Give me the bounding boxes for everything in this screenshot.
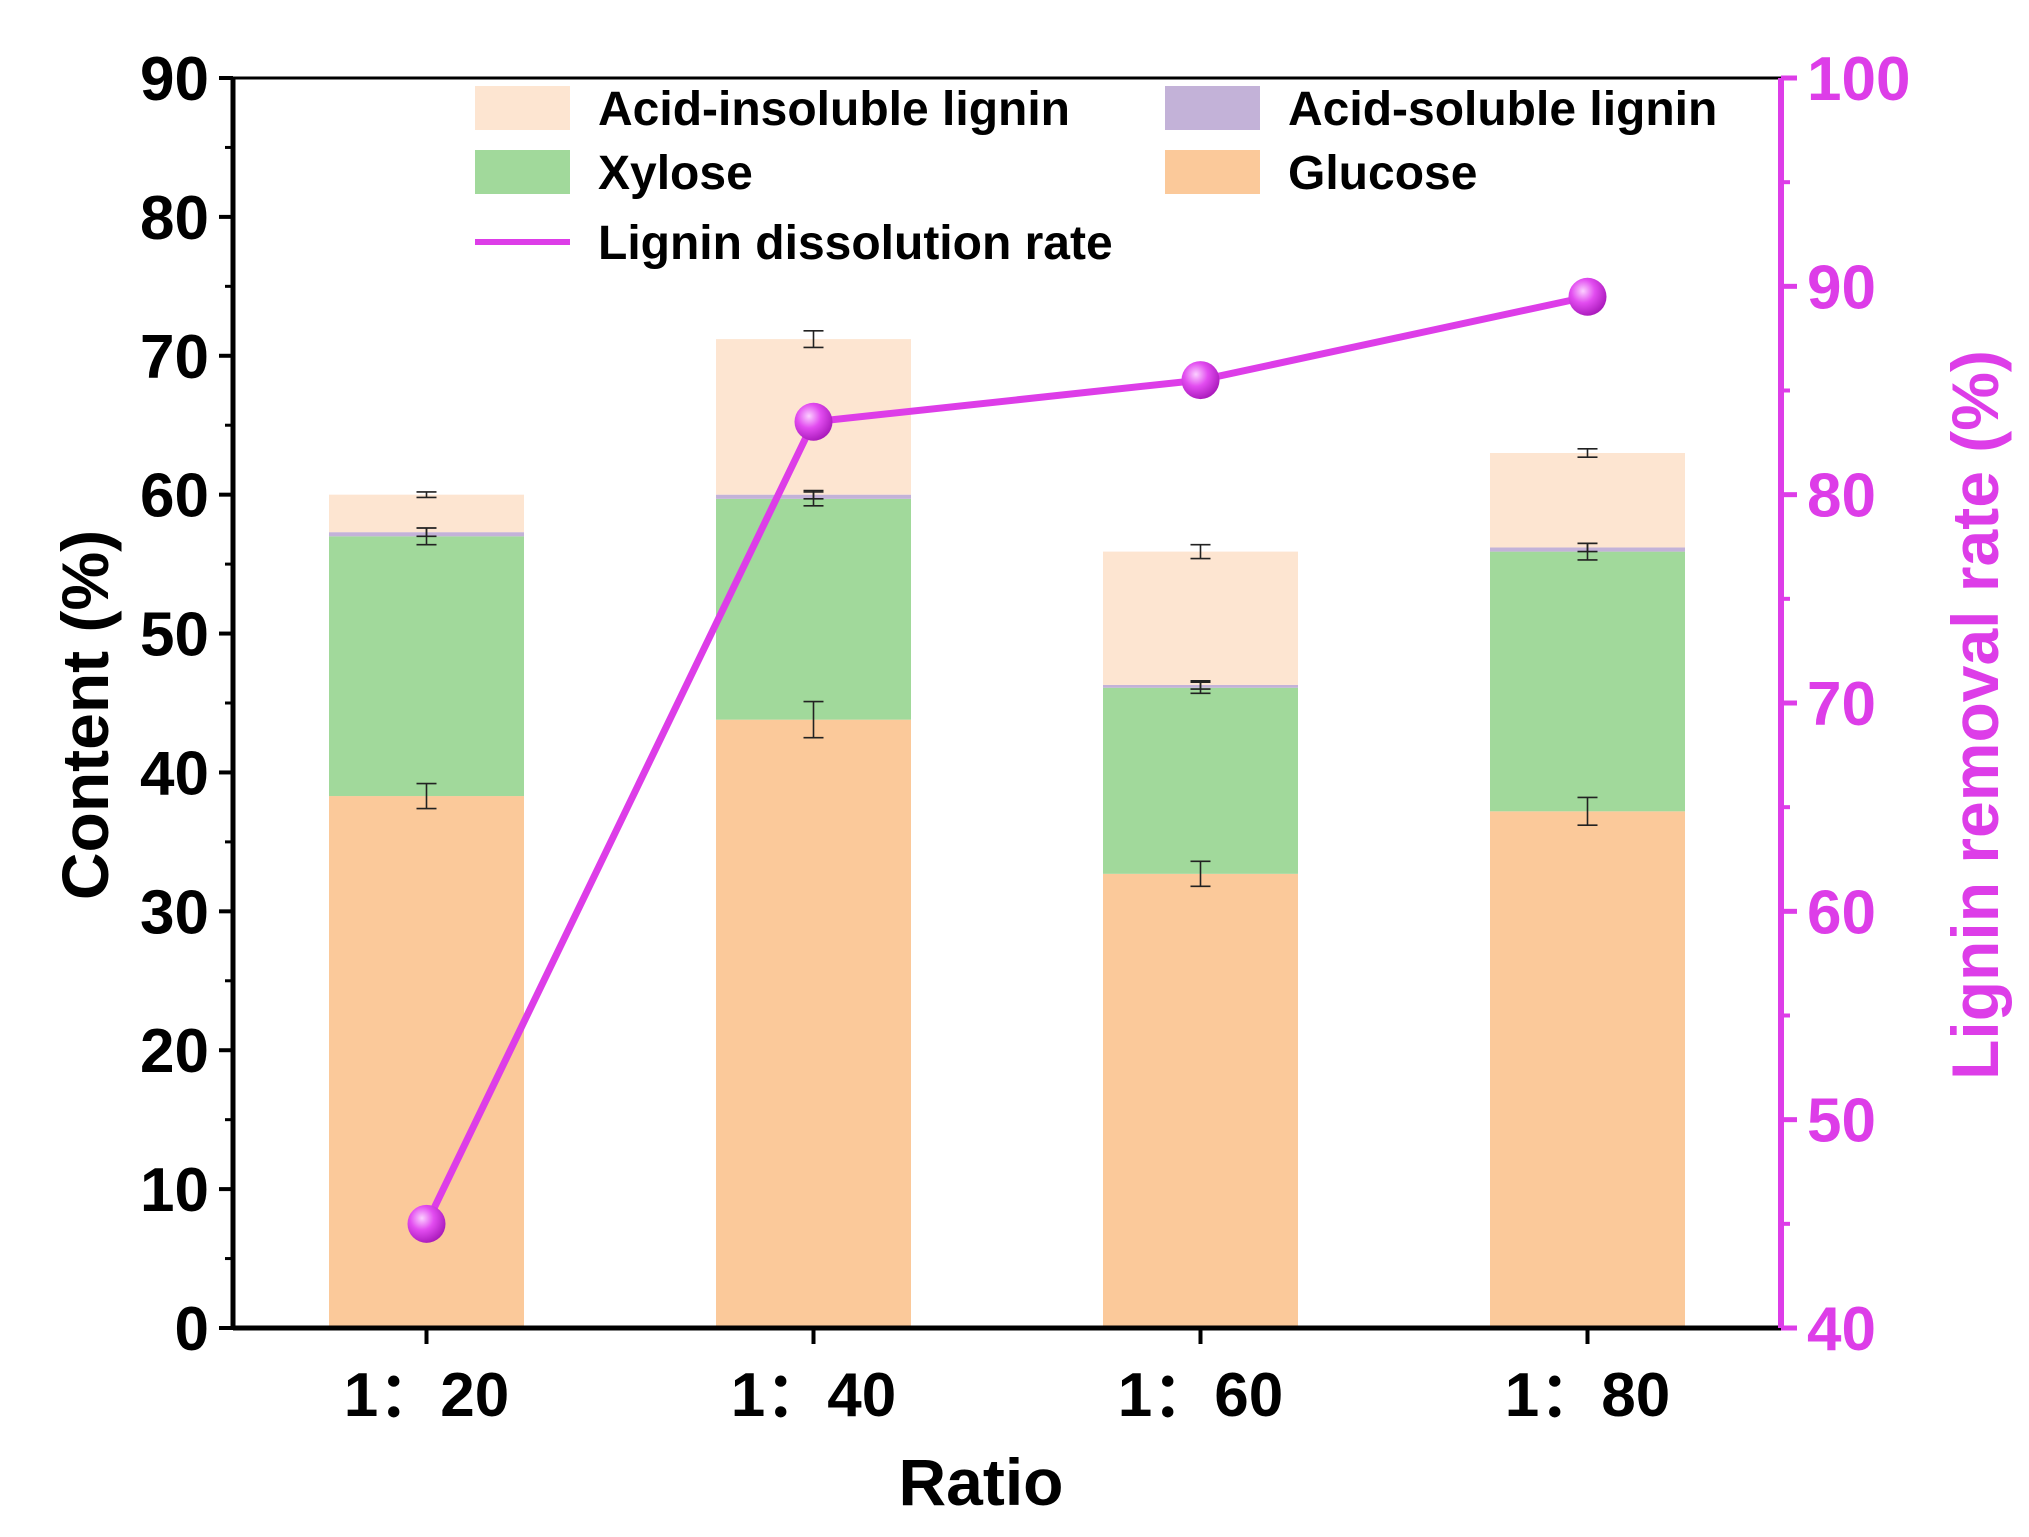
y2-tick-label-60: 60	[1807, 878, 1876, 947]
y-tick-label-10: 10	[140, 1156, 209, 1225]
y2-tick-label-100: 100	[1807, 45, 1910, 114]
legend-swatch-glucose	[1165, 150, 1260, 194]
legend-label-lignin-dissolution-rate: Lignin dissolution rate	[598, 217, 1113, 270]
y-tick-label-70: 70	[140, 323, 209, 392]
y-tick-label-40: 40	[140, 739, 209, 808]
y-tick-label-80: 80	[140, 184, 209, 253]
y-tick-label-50: 50	[140, 601, 209, 670]
y2-tick-label-80: 80	[1807, 462, 1876, 531]
bar-xylose-1	[329, 536, 524, 797]
line-point-1	[407, 1204, 446, 1243]
bar-xylose-3	[1103, 687, 1298, 874]
y2-tick-label-70: 70	[1807, 670, 1876, 739]
x-tick-label-1: 1：20	[344, 1361, 509, 1430]
legend-label-glucose: Glucose	[1288, 147, 1477, 200]
line-point-2	[794, 402, 833, 441]
y-tick-label-30: 30	[140, 878, 209, 947]
y-tick-label-60: 60	[140, 462, 209, 531]
y-tick-label-20: 20	[140, 1017, 209, 1086]
bar-xylose-2	[716, 498, 911, 720]
y2-tick-label-50: 50	[1807, 1087, 1876, 1156]
legend-label-acid-insoluble-lignin: Acid-insoluble lignin	[598, 83, 1070, 136]
bar-glucose-4	[1490, 811, 1685, 1328]
bar-acid-insoluble-lignin-3	[1103, 551, 1298, 685]
x-tick-label-4: 1：80	[1505, 1361, 1670, 1430]
legend-swatch-acid-insoluble-lignin	[475, 86, 570, 130]
y2-tick-label-90: 90	[1807, 253, 1876, 322]
x-axis-title: Ratio	[899, 1445, 1064, 1519]
line-point-3	[1181, 361, 1220, 400]
legend: Acid-insoluble lignin Acid-soluble lignin…	[475, 83, 1717, 270]
legend-label-xylose: Xylose	[598, 147, 753, 200]
bar-xylose-4	[1490, 551, 1685, 812]
legend-swatch-acid-soluble-lignin	[1165, 86, 1260, 130]
bar-glucose-3	[1103, 873, 1298, 1328]
error-bars-layer	[416, 329, 1598, 888]
legend-label-acid-soluble-lignin: Acid-soluble lignin	[1288, 83, 1717, 136]
line-series-layer	[407, 277, 1607, 1243]
y2-axis-title: Lignin removal rate (%)	[1938, 350, 2012, 1080]
y2-tick-label-40: 40	[1807, 1295, 1876, 1364]
bar-glucose-2	[716, 719, 911, 1328]
bars-layer	[329, 339, 1685, 1328]
axes-layer: 0 10 20 30 40 50 60 70 80 90 40 50 60 70 80 90 100 1：20 1：…	[140, 45, 1910, 1430]
y-tick-label-90: 90	[140, 45, 209, 114]
y-tick-label-0: 0	[175, 1295, 209, 1364]
line-lignin-dissolution-rate	[423, 293, 1589, 1226]
x-tick-label-2: 1：40	[731, 1361, 896, 1430]
legend-swatch-xylose	[475, 150, 570, 194]
bar-glucose-1	[329, 796, 524, 1328]
y-axis-title: Content (%)	[48, 530, 122, 900]
axis-titles: Ratio Content (%) Lignin removal rate (%…	[48, 350, 2012, 1519]
bar-acid-insoluble-lignin-1	[329, 494, 524, 533]
bar-acid-insoluble-lignin-4	[1490, 453, 1685, 548]
line-point-4	[1568, 277, 1607, 316]
x-tick-label-3: 1：60	[1118, 1361, 1283, 1430]
